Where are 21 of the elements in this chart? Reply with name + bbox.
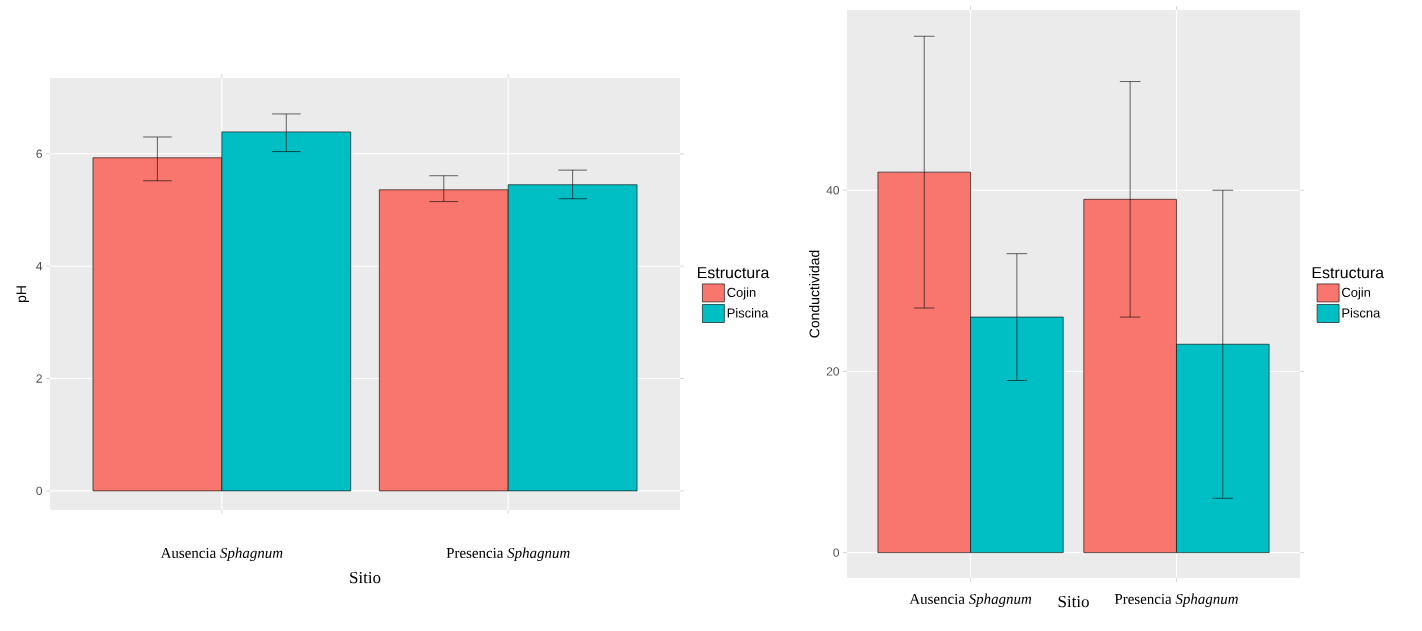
y-axis-title: Conductividad	[809, 250, 820, 338]
y-tick-label: 20	[826, 367, 840, 376]
x-tick-label: Ausencia Sphagnum	[160, 547, 283, 562]
x-tick-label: Ausencia Sphagnum	[909, 593, 1032, 608]
y-tick-label: 2	[36, 374, 42, 383]
y-tick-label: 4	[36, 262, 43, 271]
y-tick-label: 6	[36, 149, 42, 159]
legend-title: Estructura	[698, 267, 770, 279]
legend-label: Cojin	[727, 287, 756, 300]
y-tick-label: 0	[36, 486, 43, 496]
y-axis-title: pH	[16, 286, 29, 302]
legend-label: Piscna	[1342, 308, 1381, 318]
legend-label: Piscina	[727, 308, 769, 318]
y-tick-label: 0	[833, 548, 840, 557]
x-tick-label: Presencia Sphagnum	[1114, 593, 1238, 608]
x-axis-title: Sitio	[350, 571, 381, 584]
legend-label: Cojin	[1342, 287, 1371, 300]
x-tick-label: Presencia Sphagnum	[446, 547, 570, 562]
legend-title: Estructura	[1312, 267, 1385, 279]
x-axis-title: Sitio	[1058, 595, 1089, 608]
y-tick-label: 40	[826, 186, 840, 195]
